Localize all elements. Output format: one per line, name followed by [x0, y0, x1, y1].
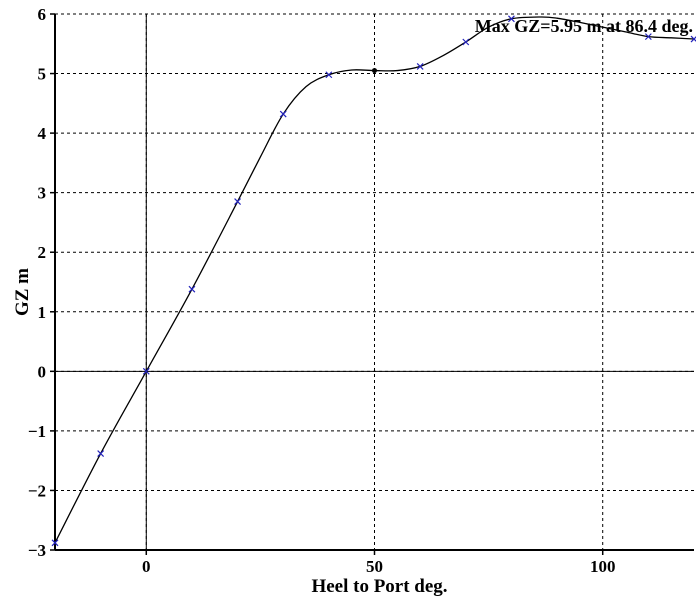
- x-tick-label: 0: [142, 557, 151, 576]
- curve-marker: [51, 539, 59, 547]
- curve-marker: [508, 15, 515, 23]
- x-axis-title: Heel to Port deg.: [311, 576, 447, 597]
- curve-marker: [234, 198, 241, 206]
- y-tick-label: 1: [38, 303, 47, 322]
- y-tick-label: −3: [28, 541, 46, 560]
- gz-curve-line: [54, 16, 695, 544]
- y-tick-label: 4: [38, 124, 47, 143]
- marker-stroke: [188, 285, 196, 293]
- curve-marker: [97, 450, 105, 457]
- marker-stroke: [51, 539, 59, 547]
- marker-stroke: [462, 38, 470, 46]
- y-tick-label: 5: [38, 65, 47, 84]
- curve-marker: [142, 367, 150, 375]
- marker-stroke: [234, 198, 241, 206]
- x-tick-label: 100: [590, 557, 616, 576]
- axis-layer: [50, 13, 694, 555]
- marker-stroke: [279, 110, 287, 118]
- series-layer: [54, 16, 695, 544]
- tick-label-layer: −3 −2 −1 0 1 2 3 4 5 6 0 50 100: [28, 5, 616, 576]
- curve-marker: [188, 285, 196, 293]
- y-tick-label: 2: [38, 243, 47, 262]
- marker-stroke: [142, 367, 150, 375]
- curve-marker: [279, 110, 287, 118]
- x-tick-label: 50: [366, 557, 383, 576]
- y-tick-label: 3: [38, 184, 47, 203]
- marker-stroke: [508, 15, 515, 23]
- marker-layer: [51, 15, 696, 547]
- curve-marker: [325, 71, 333, 79]
- max-gz-annotation: Max GZ=5.95 m at 86.4 deg.: [475, 16, 693, 36]
- curve-marker: [462, 38, 470, 46]
- y-tick-label: 6: [38, 5, 47, 24]
- marker-stroke: [97, 450, 105, 457]
- grid-layer: [55, 13, 694, 551]
- curve-marker: [690, 35, 696, 43]
- marker-stroke: [644, 33, 652, 41]
- y-tick-label: −1: [28, 422, 46, 441]
- highlight-point: [372, 68, 377, 74]
- y-tick-label: 0: [38, 362, 47, 381]
- marker-stroke: [325, 71, 333, 79]
- curve-marker: [644, 33, 652, 41]
- y-tick-label: −2: [28, 481, 46, 500]
- y-axis-title: GZ m: [12, 268, 33, 316]
- marker-stroke: [416, 62, 424, 70]
- marker-stroke: [690, 36, 696, 43]
- curve-marker: [416, 62, 424, 70]
